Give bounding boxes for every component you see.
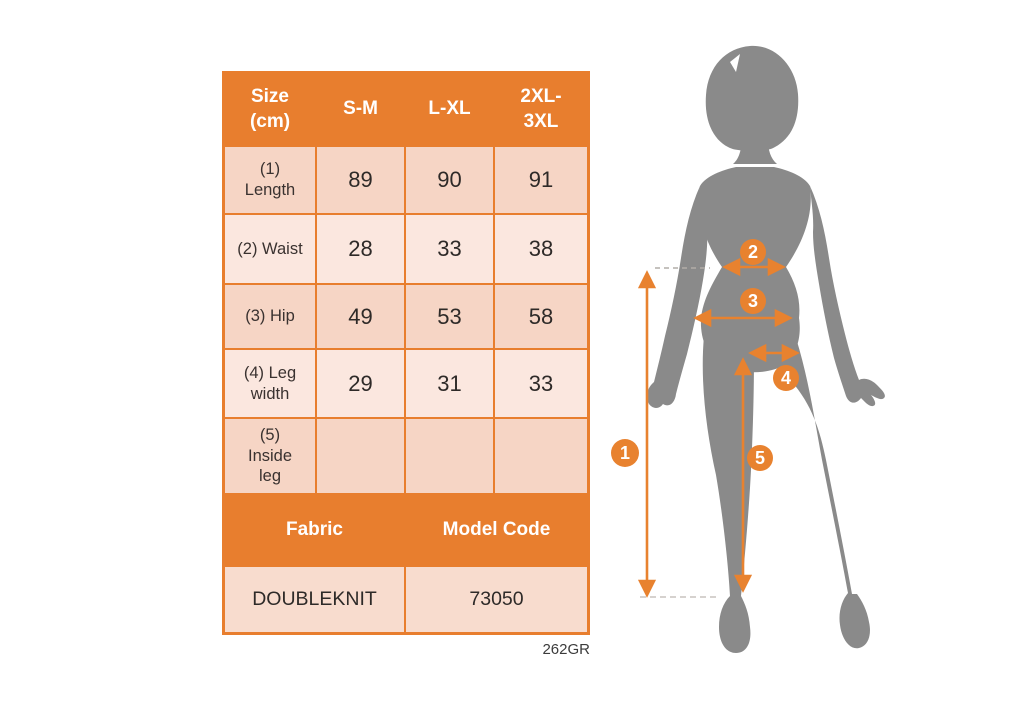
table-cell-hip-sm: 49 — [317, 285, 404, 348]
row-label-length: (1) Length — [225, 147, 315, 213]
fabric-value-cell: DOUBLEKNIT — [225, 567, 404, 632]
silhouette-torso — [699, 167, 811, 373]
silhouette-left-arm — [646, 186, 708, 408]
badge-label-4: 4 — [781, 368, 791, 388]
table-cell-insideleg-lxl — [406, 419, 493, 493]
silhouette-right-leg — [766, 338, 870, 649]
model-code-header-cell: Model Code — [406, 495, 587, 565]
badge-circle-1 — [611, 439, 639, 467]
body-silhouette — [646, 45, 885, 653]
col-header-l-xl: L-XL — [406, 74, 493, 145]
badge-label-2: 2 — [748, 242, 758, 262]
table-cell-insideleg-2xl3xl — [495, 419, 587, 493]
row-label-leg-width: (4) Leg width — [225, 350, 315, 417]
silhouette-neck — [733, 132, 777, 164]
badge-label-3: 3 — [748, 291, 758, 311]
row-label-hip: (3) Hip — [225, 285, 315, 348]
table-cell-legwidth-lxl: 31 — [406, 350, 493, 417]
badge-circle-3 — [740, 288, 766, 314]
marker-badges: 1 2 3 4 5 — [611, 239, 799, 471]
weight-footnote: 262GR — [542, 641, 590, 658]
fabric-header-cell: Fabric — [225, 495, 404, 565]
col-header-s-m: S-M — [317, 74, 404, 145]
table-cell-length-sm: 89 — [317, 147, 404, 213]
table-cell-length-lxl: 90 — [406, 147, 493, 213]
table-cell-legwidth-sm: 29 — [317, 350, 404, 417]
table-cell-waist-2xl3xl: 38 — [495, 215, 587, 283]
badge-circle-4 — [773, 365, 799, 391]
row-label-waist: (2) Waist — [225, 215, 315, 283]
table-cell-hip-2xl3xl: 58 — [495, 285, 587, 348]
badge-label-5: 5 — [755, 448, 765, 468]
table-cell-insideleg-sm — [317, 419, 404, 493]
silhouette-left-leg — [702, 336, 754, 653]
col-header-size-cm: Size (cm) — [225, 74, 315, 145]
table-cell-legwidth-2xl3xl: 33 — [495, 350, 587, 417]
row-label-inside-leg: (5) Inside leg — [225, 419, 315, 493]
table-cell-waist-sm: 28 — [317, 215, 404, 283]
silhouette-right-arm — [810, 186, 885, 407]
col-header-2xl-3xl: 2XL- 3XL — [495, 74, 587, 145]
badge-circle-5 — [747, 445, 773, 471]
table-cell-waist-lxl: 33 — [406, 215, 493, 283]
hair-part-notch — [730, 54, 740, 72]
table-cell-length-2xl3xl: 91 — [495, 147, 587, 213]
size-chart-table: Size (cm) S-M L-XL 2XL- 3XL (1) Length 8… — [222, 71, 590, 635]
badge-label-1: 1 — [620, 443, 630, 463]
model-code-value-cell: 73050 — [406, 567, 587, 632]
measurement-diagram: 1 2 3 4 5 — [611, 45, 885, 653]
silhouette-head — [705, 45, 799, 153]
table-cell-hip-lxl: 53 — [406, 285, 493, 348]
badge-circle-2 — [740, 239, 766, 265]
